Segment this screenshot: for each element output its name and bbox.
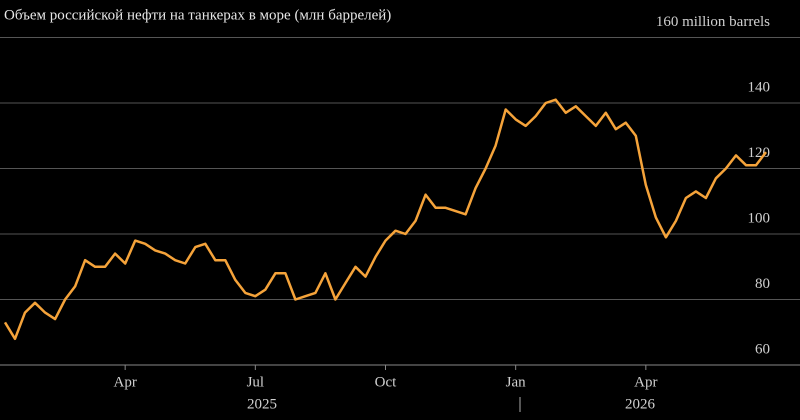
data-line — [3, 98, 767, 341]
y-tick-label: 100 — [748, 210, 771, 226]
y-tick-label: 160 million barrels — [656, 14, 770, 30]
y-tick-label: 60 — [755, 341, 770, 357]
year-label: 2025 — [247, 396, 277, 412]
y-tick-label: 80 — [755, 276, 770, 292]
y-tick-label: 120 — [748, 145, 771, 161]
x-tick-label: Jan — [506, 374, 526, 390]
x-tick-label: Apr — [634, 374, 657, 390]
chart-title: Объем российской нефти на танкерах в мор… — [4, 7, 391, 23]
x-tick-label: Oct — [375, 374, 397, 390]
year-label: 2026 — [625, 396, 656, 412]
x-tick-label: Jul — [247, 374, 265, 390]
x-tick-label: Apr — [113, 374, 136, 390]
y-tick-label: 140 — [748, 79, 771, 95]
